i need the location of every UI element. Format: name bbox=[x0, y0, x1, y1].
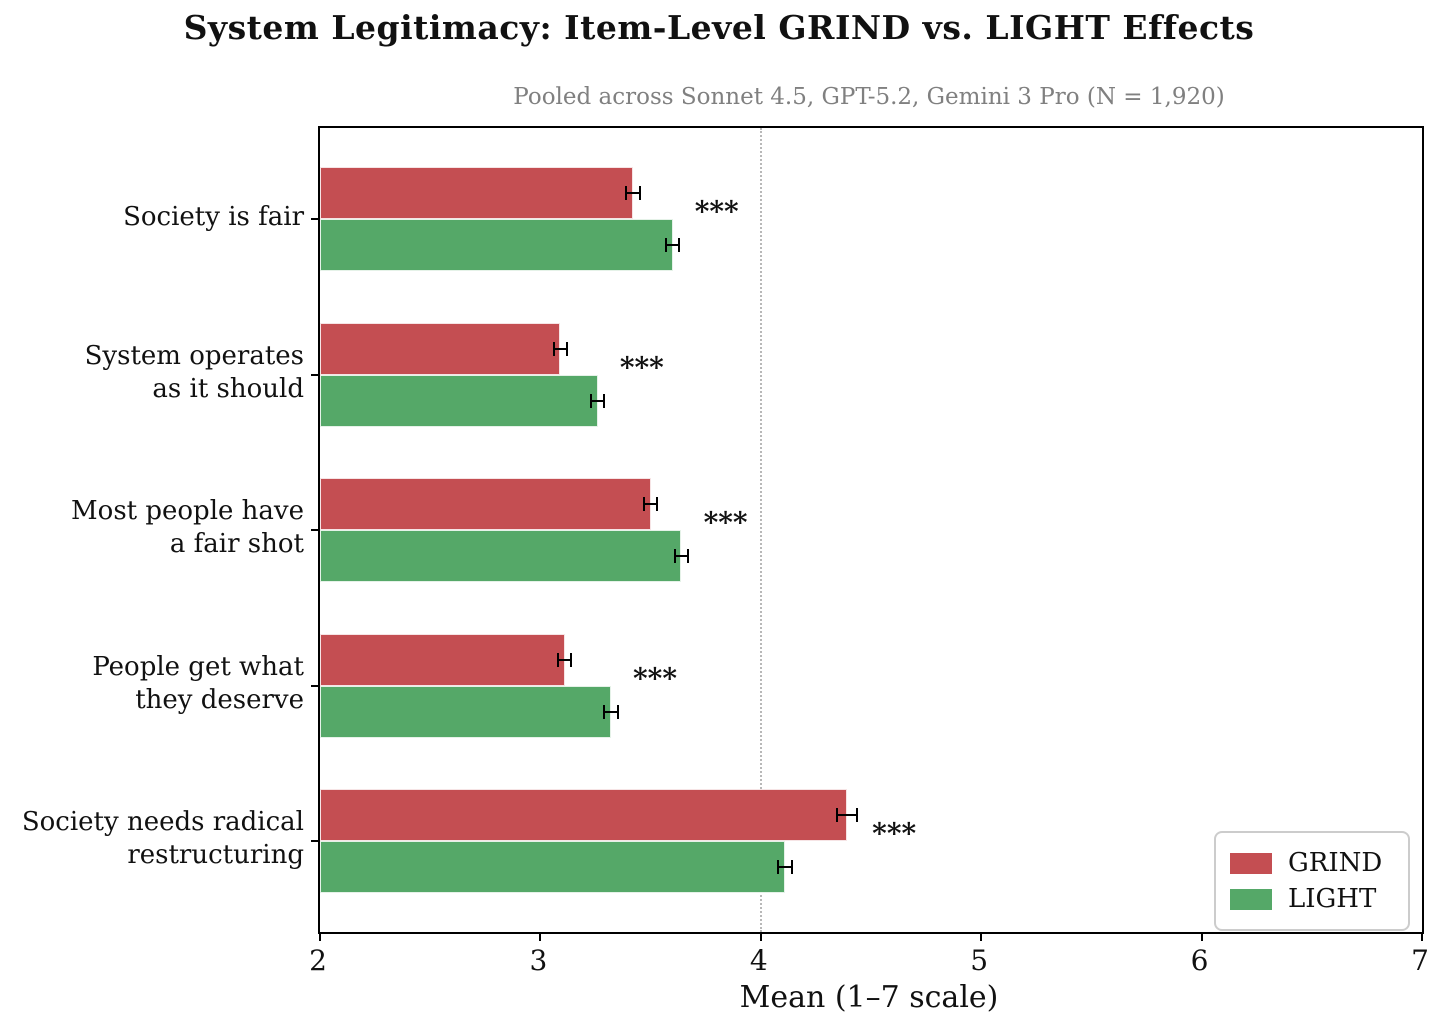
error-bar-cap bbox=[616, 704, 619, 719]
error-bar-line bbox=[836, 814, 857, 816]
category-label: System operates as it should bbox=[84, 340, 304, 404]
x-tick bbox=[980, 932, 983, 941]
x-tick-label: 5 bbox=[970, 944, 989, 977]
error-bar-cap bbox=[565, 341, 568, 356]
error-bar-line bbox=[604, 710, 618, 713]
x-tick bbox=[759, 932, 762, 941]
significance-stars: *** bbox=[619, 350, 664, 384]
error-bar-cap bbox=[656, 497, 659, 511]
x-axis-label: Mean (1–7 scale) bbox=[739, 980, 999, 1015]
error-bar-cap bbox=[603, 704, 606, 719]
error-bar-cap bbox=[638, 186, 641, 200]
error-bar-line bbox=[778, 866, 792, 868]
x-tick-label: 7 bbox=[1411, 944, 1429, 977]
error-bar-line bbox=[666, 244, 680, 246]
bar-grind-4 bbox=[320, 789, 847, 841]
error-bar-cap bbox=[687, 549, 690, 563]
x-tick-label: 6 bbox=[1190, 944, 1209, 977]
x-tick-label: 2 bbox=[309, 944, 327, 977]
y-tick bbox=[311, 218, 320, 220]
error-bar-cap bbox=[625, 186, 628, 200]
error-bar-cap bbox=[642, 497, 645, 511]
x-tick bbox=[1200, 932, 1203, 941]
bar-grind-3 bbox=[320, 633, 565, 686]
legend-entry-light: LIGHT bbox=[1230, 881, 1394, 917]
error-bar-line bbox=[626, 192, 640, 194]
x-tick-label: 4 bbox=[749, 944, 768, 977]
error-bar-line bbox=[643, 503, 658, 505]
bar-grind-2 bbox=[320, 478, 651, 530]
y-tick bbox=[311, 684, 320, 687]
legend-label-grind: GRIND bbox=[1288, 848, 1383, 878]
error-bar-cap bbox=[855, 808, 858, 822]
grind-swatch bbox=[1230, 852, 1272, 874]
chart-title: System Legitimacy: Item-Level GRIND vs. … bbox=[183, 8, 1255, 47]
category-label: Most people have a fair shot bbox=[71, 496, 304, 559]
significance-stars: *** bbox=[872, 817, 917, 850]
reference-line bbox=[759, 128, 762, 932]
error-bar-cap bbox=[777, 860, 780, 874]
error-bar-line bbox=[553, 347, 567, 350]
legend-entry-grind: GRIND bbox=[1230, 845, 1394, 881]
legend: GRIND LIGHT bbox=[1214, 831, 1410, 931]
plot-area: GRIND LIGHT *** *** *** *** *** bbox=[311, 126, 1424, 941]
legend-label-light: LIGHT bbox=[1288, 884, 1377, 914]
x-tick bbox=[1421, 932, 1423, 941]
y-tick bbox=[311, 529, 320, 531]
bar-grind-0 bbox=[320, 167, 633, 219]
error-bar-line bbox=[674, 555, 689, 557]
chart-subtitle: Pooled across Sonnet 4.5, GPT-5.2, Gemin… bbox=[513, 84, 1225, 110]
category-label: Society needs radical restructuring bbox=[21, 807, 304, 870]
bar-light-4 bbox=[320, 841, 786, 893]
bar-grind-1 bbox=[320, 322, 561, 375]
light-swatch bbox=[1230, 888, 1272, 910]
y-tick bbox=[311, 373, 320, 376]
bar-light-0 bbox=[320, 219, 673, 271]
error-bar-cap bbox=[603, 393, 606, 408]
bar-light-3 bbox=[320, 685, 611, 738]
category-label: People get what they deserve bbox=[92, 651, 304, 715]
significance-stars: *** bbox=[703, 506, 748, 539]
y-tick bbox=[311, 840, 320, 842]
error-bar-cap bbox=[552, 341, 555, 356]
category-label: Society is fair bbox=[123, 201, 304, 232]
error-bar-cap bbox=[673, 549, 676, 563]
error-bar-cap bbox=[790, 860, 793, 874]
x-tick-label: 3 bbox=[529, 944, 548, 977]
error-bar-cap bbox=[570, 652, 573, 667]
error-bar-cap bbox=[665, 238, 668, 252]
error-bar-line bbox=[558, 658, 572, 661]
x-tick bbox=[539, 932, 542, 941]
bar-light-1 bbox=[320, 374, 598, 427]
error-bar-cap bbox=[590, 393, 593, 408]
error-bar-cap bbox=[678, 238, 681, 252]
x-tick bbox=[319, 932, 321, 941]
error-bar-line bbox=[591, 399, 605, 402]
error-bar-cap bbox=[557, 652, 560, 667]
significance-stars: *** bbox=[694, 195, 739, 228]
bar-light-2 bbox=[320, 530, 682, 582]
error-bar-cap bbox=[835, 808, 838, 822]
significance-stars: *** bbox=[633, 661, 677, 695]
